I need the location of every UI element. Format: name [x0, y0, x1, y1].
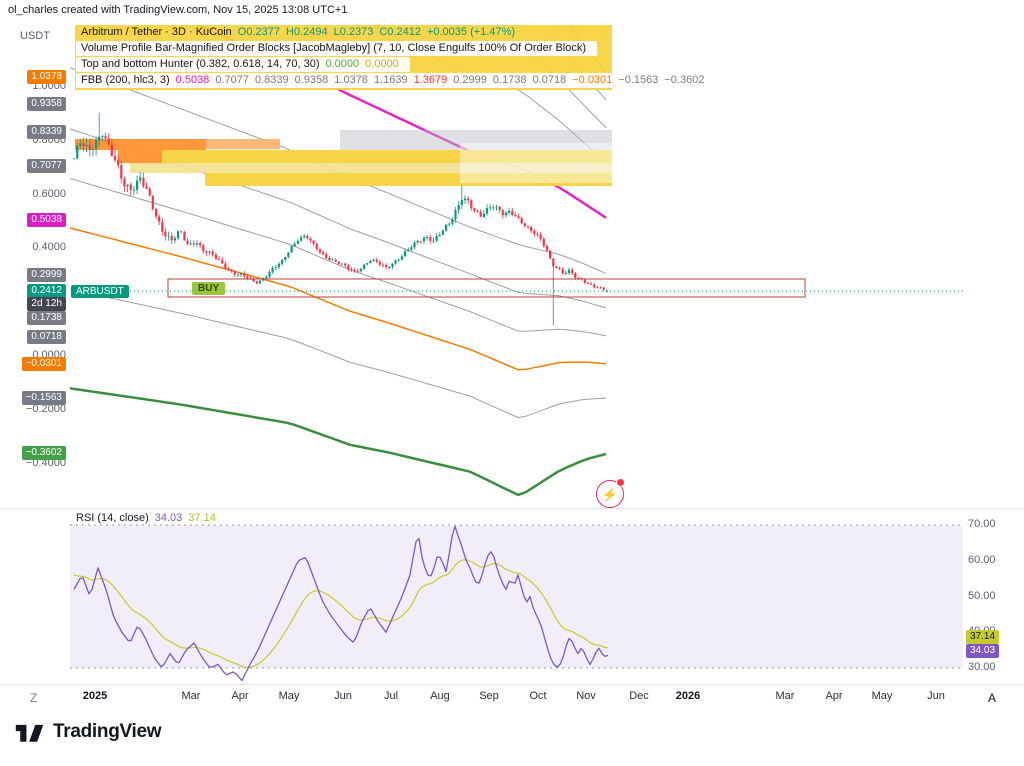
legend-row-2[interactable]: Top and bottom Hunter (0.382, 0.618, 14,…: [76, 57, 715, 72]
price-axis-badge: 0.7077: [27, 158, 66, 173]
legend-value: 0.8339: [254, 74, 289, 86]
time-axis-label: May: [871, 690, 893, 702]
price-axis-label: 0.6000: [32, 187, 66, 200]
rsi-legend-value: RSI (14, close): [76, 512, 149, 524]
legend-value: 0.9358: [294, 74, 329, 86]
legend-value: −0.0301: [572, 74, 613, 86]
legend-value: Volume Profile Bar-Magnified Order Block…: [81, 42, 587, 54]
price-axis-badge: 0.5038: [27, 213, 66, 228]
notification-dot: [616, 478, 625, 487]
price-axis-badge: −0.1563: [21, 391, 66, 406]
price-axis-badge: 1.0378: [27, 69, 66, 84]
time-axis-label: Sep: [479, 690, 499, 702]
price-axis-badge: 2d 12h: [27, 297, 66, 311]
time-axis-label: Apr: [825, 690, 843, 702]
legend-value: 0.0718: [532, 74, 567, 86]
time-axis-label: Mar: [181, 690, 201, 702]
letter-z: Z: [30, 691, 38, 705]
time-axis-label: Dec: [629, 690, 649, 702]
price-axis-badge: 0.0718: [27, 329, 66, 344]
legend-value: Top and bottom Hunter (0.382, 0.618, 14,…: [81, 58, 320, 70]
time-axis-label: 2025: [82, 690, 108, 702]
rsi-axis-label: 60.00: [968, 553, 996, 566]
tradingview-wordmark: TradingView: [53, 721, 162, 742]
price-axis-label: −0.2000: [25, 402, 66, 415]
legend-value: O0.2377: [237, 26, 280, 38]
legend-value: 0.2999: [453, 74, 487, 86]
legend-value: 1.3679: [413, 74, 448, 86]
legend-value: L0.2373: [333, 26, 374, 38]
legend-row-1[interactable]: Volume Profile Bar-Magnified Order Block…: [76, 41, 715, 56]
legend-value: +0.0035 (+1.47%): [426, 26, 516, 38]
legend-value: 1.1639: [373, 74, 408, 86]
rsi-axis-label: 30.00: [968, 661, 996, 673]
rsi-axis-label: 70.00: [968, 518, 996, 530]
rsi-legend[interactable]: RSI (14, close) 34.03 37.14: [76, 512, 222, 524]
legend-value: 1.0378: [334, 74, 368, 86]
legend-value: FBB (200, hlc3, 3): [81, 74, 170, 86]
legend-value: 0.0000: [325, 58, 360, 70]
price-axis-badge: −0.0301: [21, 357, 66, 372]
rsi-legend-value: 34.03: [154, 512, 183, 524]
tradingview-footer[interactable]: TradingView: [14, 719, 162, 745]
legend-value: −0.3602: [664, 74, 705, 86]
lightning-icon: ⚡: [601, 486, 619, 502]
time-axis-label: Mar: [775, 690, 795, 702]
rsi-axis-label: 50.00: [968, 589, 996, 602]
price-axis-badge: 0.2412: [27, 284, 66, 299]
rsi-axis-badge: 37.14: [966, 630, 1000, 644]
time-axis-label: Oct: [529, 690, 547, 702]
legend-value: 0.1738: [492, 74, 527, 86]
legend-value: −0.1563: [618, 74, 659, 86]
time-axis-label: Aug: [430, 690, 450, 702]
buy-label[interactable]: BUY: [192, 282, 226, 295]
price-axis-badge: 0.9358: [27, 97, 66, 112]
time-axis-label: Jun: [334, 690, 352, 702]
price-axis-badge: 0.2999: [27, 268, 66, 283]
price-axis-badge: 0.8339: [27, 124, 66, 139]
time-axis-label: May: [278, 690, 300, 702]
legend-value: 0.5038: [175, 74, 210, 86]
symbol-price-flag: ARBUSDT: [71, 285, 129, 298]
lightning-boost-button[interactable]: ⚡: [596, 478, 625, 508]
indicator-legend[interactable]: Arbitrum / Tether · 3D · KuCoin O0.2377 H0…: [76, 25, 716, 89]
rsi-axis-badge: 34.03: [966, 644, 1000, 658]
time-axis-label: Apr: [231, 690, 249, 702]
letter-a: A: [988, 691, 997, 705]
legend-value: 0.0000: [365, 58, 399, 70]
time-axis-label: Jun: [927, 690, 945, 702]
legend-row-0[interactable]: Arbitrum / Tether · 3D · KuCoin O0.2377 H0…: [76, 25, 715, 40]
tradingview-logo-icon: [15, 724, 44, 742]
time-axis-label: 2026: [675, 690, 701, 702]
rsi-legend-value: 37.14: [188, 512, 216, 524]
legend-value: C0.2412: [379, 26, 421, 38]
price-axis-badge: 0.1738: [27, 311, 66, 325]
legend-value: H0.2494: [286, 26, 328, 38]
legend-row-3[interactable]: FBB (200, hlc3, 3) 0.5038 0.7077 0.8339 0.93…: [76, 73, 716, 88]
time-axis-label: Nov: [576, 690, 596, 702]
price-scale-unit: USDT: [20, 30, 50, 42]
legend-value: Arbitrum / Tether · 3D · KuCoin: [81, 26, 232, 38]
time-axis-label: Jul: [383, 690, 399, 702]
attribution-text: ol_charles created with TradingView.com,…: [8, 4, 348, 16]
price-axis-label: 0.4000: [32, 241, 66, 254]
price-axis-badge: −0.3602: [21, 445, 66, 460]
legend-value: 0.7077: [215, 74, 249, 86]
